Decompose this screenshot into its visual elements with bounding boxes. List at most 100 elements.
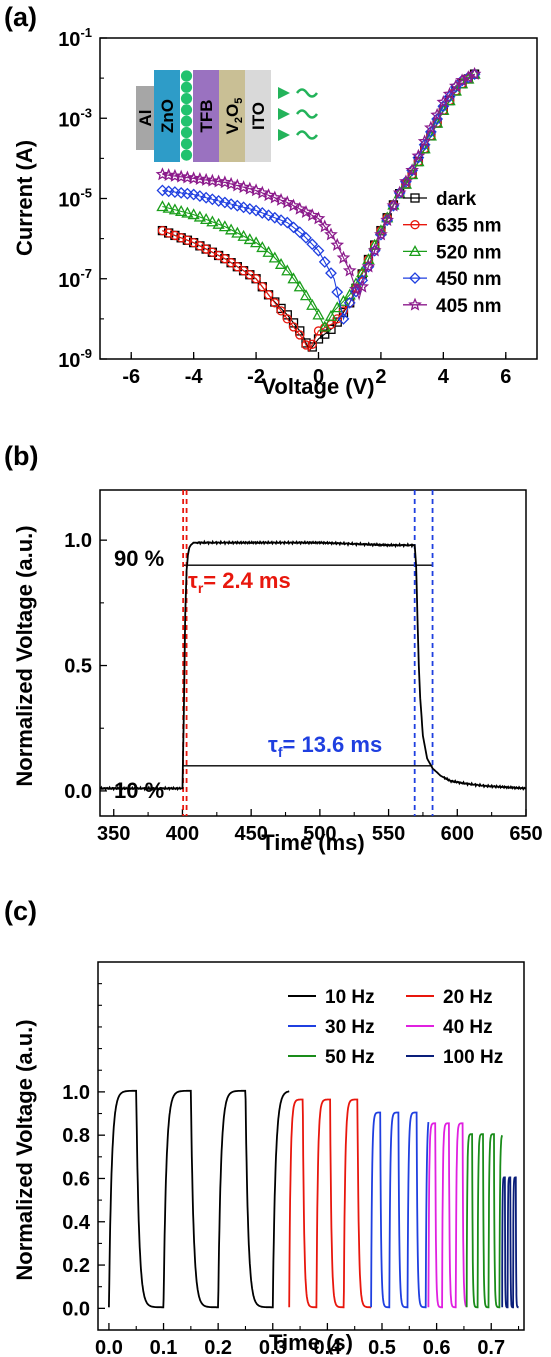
x-tick-label: 650: [509, 823, 542, 845]
legend-label: 100 Hz: [443, 1047, 503, 1068]
panel-c-ticks: 0.0 0.1 0.2 0.3 0.4 0.5 0.6 0.7 0.0 0.2 0.4 0.6 0.8 1…: [62, 983, 520, 1357]
data-point: [299, 204, 313, 218]
square-wave: [427, 1122, 468, 1309]
data-point: [282, 314, 292, 324]
data-point: [193, 172, 207, 186]
data-point: [287, 221, 300, 234]
panel-b-xlabel: Time (ms): [261, 830, 365, 855]
data-point: [367, 243, 382, 257]
data-point: [181, 206, 194, 218]
data-point: [237, 229, 250, 241]
x-tick-label: 550: [372, 823, 405, 845]
y-tick-label: 10-9: [58, 346, 92, 372]
legend-label: 30 Hz: [325, 1017, 375, 1038]
data-point: [300, 231, 312, 244]
data-point: [442, 86, 457, 100]
y-tick-label: 0.8: [62, 1125, 90, 1147]
data-point: [342, 263, 357, 277]
data-point: [305, 208, 320, 222]
data-point: [281, 264, 294, 276]
legend-marker: [409, 272, 421, 285]
ninety-percent-label: 90 %: [114, 546, 164, 571]
data-point: [324, 227, 338, 241]
layer-al: [136, 86, 154, 150]
data-point: [168, 168, 182, 182]
data-point: [355, 279, 370, 293]
panel-b-ticks: 350 400 450 500 550 600 650 0.0 0.5 1.0: [64, 530, 543, 845]
nanoparticle-dot: [180, 93, 193, 105]
panel-c: (c) 0.0 0.1 0.2 0.3 0.4 0.5 0.6 0.7 0.0 0.2 0.4 0.6…: [4, 896, 525, 1357]
data-point: [251, 274, 261, 284]
data-point: [306, 298, 319, 310]
data-point: [374, 227, 388, 241]
data-point: [200, 191, 213, 204]
data-point: [437, 103, 450, 115]
data-point: [256, 241, 269, 253]
data-point: [343, 296, 356, 309]
data-point: [249, 236, 263, 248]
data-point: [161, 168, 176, 182]
panel-c-frame: [97, 961, 525, 1331]
data-point: [263, 290, 274, 300]
nanoparticle-dot: [180, 126, 193, 139]
x-tick-label: 0.4: [313, 1337, 342, 1357]
x-tick-label: 0.0: [95, 1337, 123, 1357]
data-point: [286, 198, 301, 212]
data-point: [218, 175, 232, 189]
data-point: [270, 298, 280, 308]
panel-c-xlabel: Time (s): [269, 1330, 353, 1355]
nanoparticle-dot: [180, 115, 193, 127]
x-tick-label: 400: [166, 823, 199, 845]
panel-b-frame: [99, 489, 527, 817]
data-point: [392, 185, 407, 199]
data-point: [417, 134, 432, 148]
panel-a: (a) -6 -4 -2 0 2 4 6 10-9 10-7 10-5 10-3 10-1 dark 6…: [4, 2, 538, 399]
y-tick-label: 0.5: [64, 656, 92, 678]
data-point: [212, 217, 225, 229]
data-point: [187, 208, 200, 220]
data-point: [331, 301, 344, 313]
data-point: [281, 216, 294, 229]
device-stack-inset: Al ZnO TFB V2O5 ITO: [136, 70, 319, 162]
data-point: [325, 267, 337, 280]
legend-label: dark: [436, 189, 477, 210]
panel-c-legend: 10 Hz 20 Hz 30 Hz 40 Hz 50 Hz 100 Hz: [288, 987, 503, 1068]
data-point: [399, 174, 413, 188]
legend-label: 50 Hz: [325, 1047, 375, 1068]
data-point: [230, 178, 245, 192]
data-point: [243, 233, 256, 245]
panel-c-letter: (c): [4, 896, 37, 926]
data-point: [326, 324, 336, 334]
data-point: [256, 207, 269, 219]
data-point: [275, 214, 287, 227]
x-tick-label: -4: [185, 366, 204, 388]
y-tick-label: 0.0: [62, 1298, 90, 1320]
data-point: [205, 173, 220, 187]
data-point: [199, 172, 213, 186]
data-point: [267, 190, 282, 204]
x-tick-label: 0.1: [150, 1337, 178, 1357]
x-tick-label: 600: [441, 823, 474, 845]
panel-b-ylabel: Normalized Voltage (a.u.): [12, 525, 37, 786]
panel-a-series: [155, 66, 482, 353]
panel-c-lines: [108, 1089, 519, 1309]
y-tick-label: 0.0: [64, 781, 92, 803]
data-point: [243, 203, 256, 215]
data-point: [306, 238, 319, 251]
square-wave: [108, 1089, 290, 1309]
y-tick-label: 10-5: [58, 186, 92, 212]
data-point: [312, 244, 325, 257]
data-point: [180, 170, 195, 184]
layer-v2o5-label: V2O5: [223, 98, 245, 135]
data-point: [436, 95, 451, 109]
data-point: [418, 138, 431, 151]
panel-a-ylabel: Current (A): [12, 140, 37, 256]
x-tick-label: -6: [122, 366, 140, 388]
data-point: [168, 203, 182, 215]
data-point: [255, 185, 270, 199]
nanoparticle-dot: [180, 104, 193, 116]
data-point: [212, 194, 225, 207]
x-tick-label: 450: [234, 823, 267, 845]
data-point: [164, 228, 174, 238]
